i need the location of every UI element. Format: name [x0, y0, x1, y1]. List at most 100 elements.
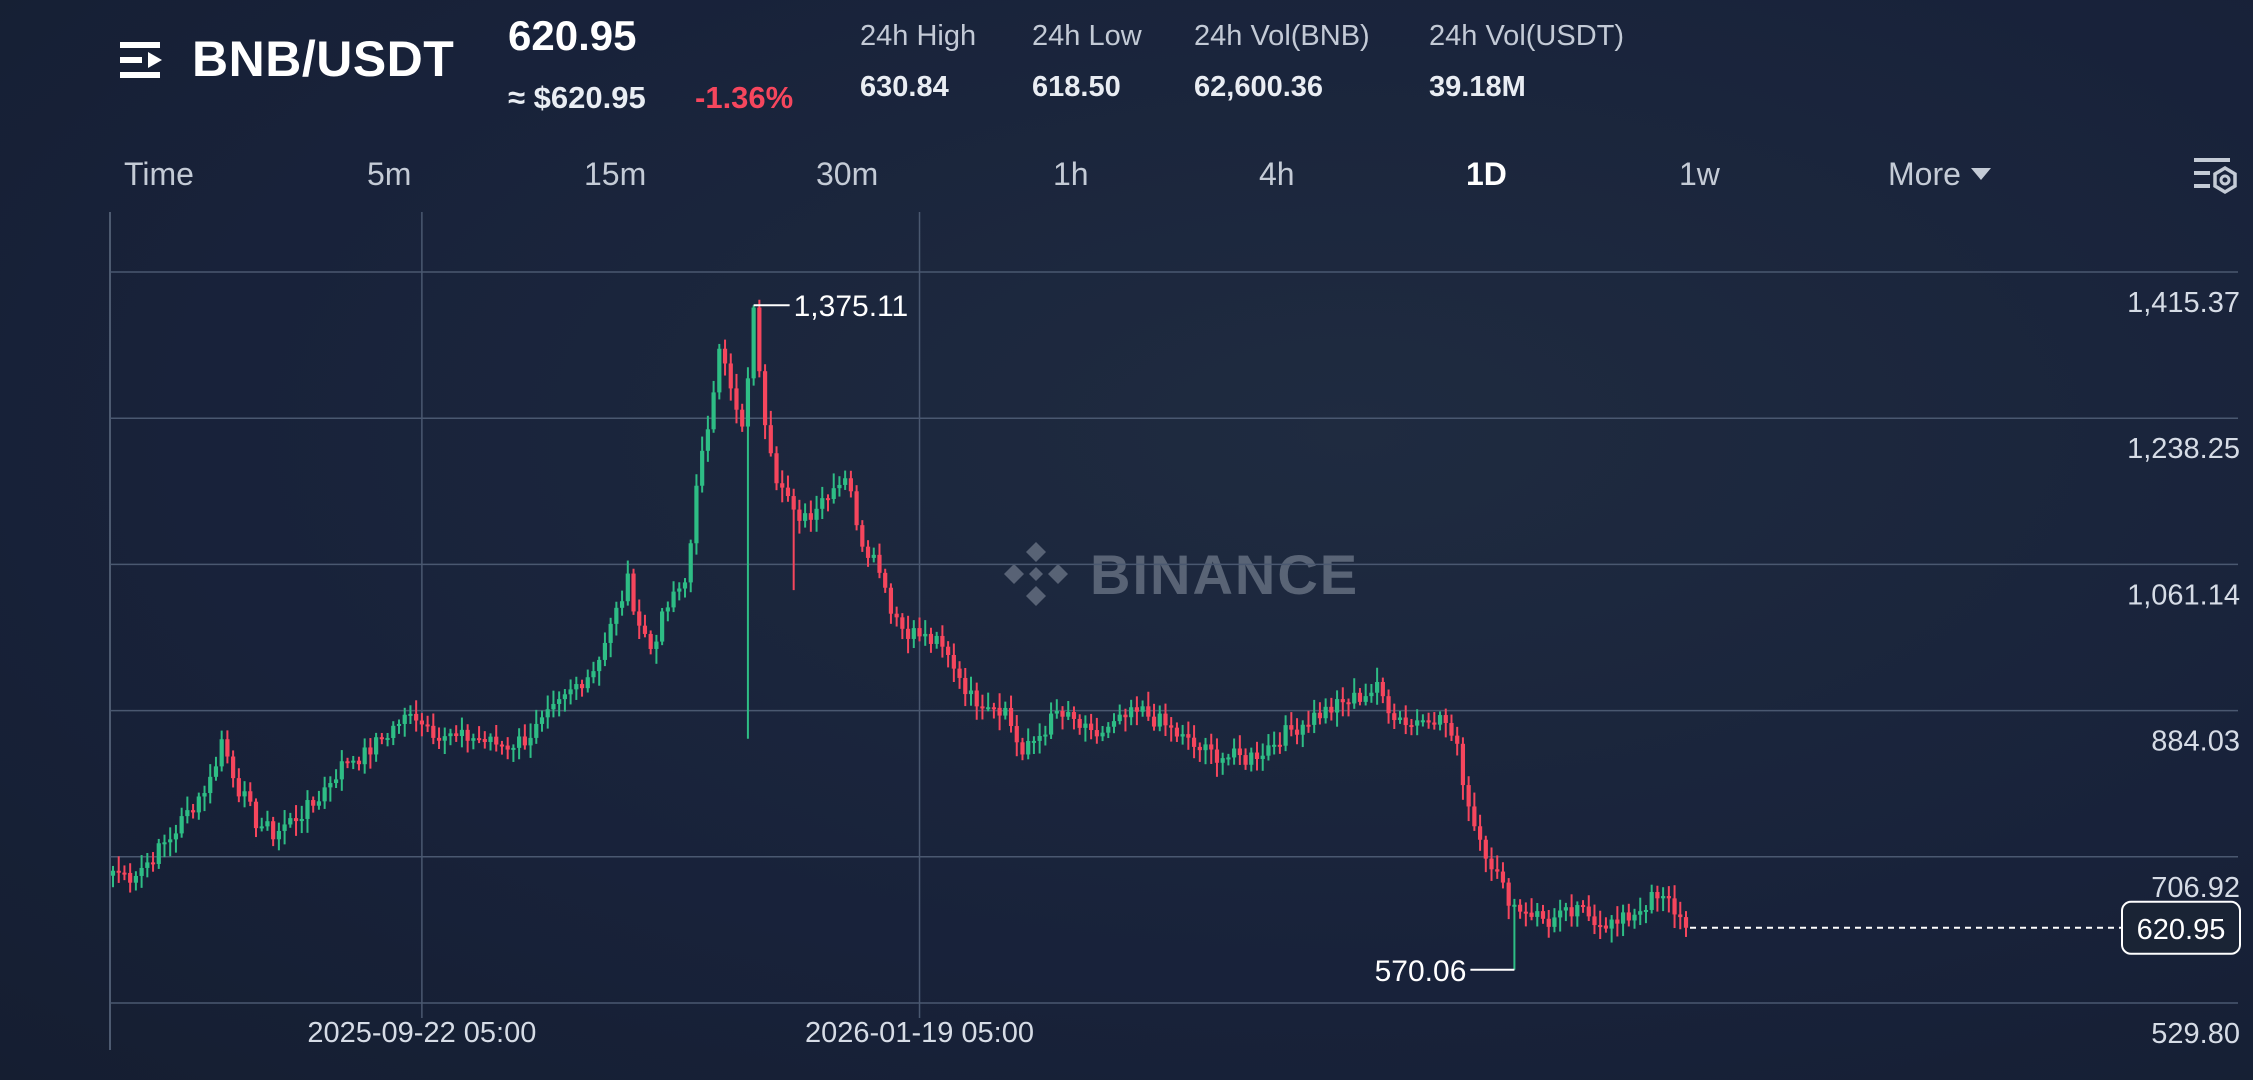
- stat-label: 24h Low: [1032, 20, 1142, 52]
- candle-body: [1403, 717, 1408, 726]
- candle-body: [1626, 912, 1631, 921]
- candle-body: [940, 635, 945, 647]
- candle-body: [665, 607, 670, 612]
- candle-body: [734, 388, 739, 410]
- tab-15m[interactable]: 15m: [584, 156, 647, 192]
- list-menu-icon[interactable]: [118, 38, 170, 82]
- candle-body: [694, 485, 699, 544]
- candle-body: [1632, 914, 1637, 921]
- candle-body: [762, 371, 768, 426]
- candle-body: [385, 737, 390, 740]
- candle-body: [145, 862, 150, 868]
- candle-body: [1111, 721, 1117, 727]
- candle-body: [843, 478, 848, 485]
- candle-body: [654, 641, 659, 649]
- candle-body: [986, 707, 991, 710]
- candle-body: [545, 709, 550, 718]
- candle-body: [1683, 917, 1689, 928]
- tab-4h[interactable]: 4h: [1259, 156, 1295, 192]
- candle-body: [957, 668, 962, 678]
- candle-body: [1066, 712, 1071, 717]
- candle-body: [1008, 707, 1014, 727]
- candle-body: [173, 833, 179, 840]
- candle-body: [1277, 744, 1282, 747]
- tab-more[interactable]: More: [1888, 156, 1991, 193]
- candle-body: [208, 776, 213, 794]
- candle-body: [825, 498, 831, 501]
- tab-1d[interactable]: 1D: [1466, 156, 1507, 192]
- candle-body: [1203, 744, 1208, 751]
- stat-24h-high: 24h High 630.84: [860, 20, 976, 104]
- candle-body: [282, 824, 287, 831]
- candle-body: [1569, 907, 1574, 917]
- tab-1w[interactable]: 1w: [1679, 156, 1720, 192]
- candle-body: [963, 677, 968, 695]
- tab-30m[interactable]: 30m: [816, 156, 879, 192]
- candle-body: [1249, 752, 1254, 765]
- tab-1h[interactable]: 1h: [1053, 156, 1089, 192]
- candle-body: [1483, 839, 1488, 859]
- candle-body: [408, 713, 413, 716]
- candle-body: [671, 591, 676, 608]
- candle-body: [293, 818, 299, 822]
- candle-body: [557, 699, 562, 704]
- candle-body: [1466, 785, 1471, 807]
- candle-body: [1140, 706, 1145, 712]
- candle-body: [379, 737, 384, 740]
- candle-body: [740, 409, 745, 427]
- candle-body: [271, 821, 276, 840]
- candle-body: [946, 646, 951, 655]
- candle-body: [196, 796, 201, 813]
- candle-body: [391, 725, 396, 738]
- candle-body: [150, 862, 156, 865]
- candle-body: [202, 793, 207, 797]
- candle-body: [1449, 722, 1454, 736]
- candle-body: [1317, 712, 1323, 719]
- candle-body: [905, 628, 911, 639]
- candle-body: [1575, 905, 1580, 917]
- pair-name[interactable]: BNB/USDT: [192, 31, 455, 87]
- stat-label: 24h Vol(USDT): [1429, 20, 1625, 52]
- candle-body: [219, 739, 224, 767]
- candle-body: [728, 363, 733, 389]
- candle-body: [1409, 725, 1414, 728]
- candle-body: [1598, 925, 1603, 928]
- candle-body: [751, 307, 756, 379]
- candle-body: [322, 787, 327, 802]
- tab-5m[interactable]: 5m: [367, 156, 412, 192]
- candle-body: [328, 783, 333, 788]
- candle-body: [1260, 755, 1265, 760]
- candle-body: [1169, 725, 1174, 728]
- stat-value: 630.84: [860, 71, 949, 103]
- candle-body: [568, 689, 573, 695]
- candle-body: [625, 573, 630, 602]
- candle-body: [1272, 744, 1277, 747]
- candle-body: [1134, 707, 1139, 712]
- candle-body: [1346, 702, 1351, 705]
- candle-body: [1386, 696, 1391, 714]
- candle-body: [757, 307, 762, 372]
- candle-body: [551, 703, 556, 710]
- chart-settings-icon[interactable]: [2190, 150, 2240, 198]
- candle-body: [1209, 744, 1214, 750]
- last-price-label: 620.95: [2137, 914, 2226, 946]
- candle-body: [1083, 723, 1088, 728]
- candle-body: [431, 725, 436, 738]
- candle-body: [1340, 699, 1345, 703]
- candle-body: [1071, 712, 1077, 719]
- candle-body: [1237, 748, 1242, 756]
- stat-24h-vol-quote: 24h Vol(USDT) 39.18M: [1429, 20, 1624, 104]
- candle-body: [1615, 919, 1620, 924]
- tab-time[interactable]: Time: [124, 156, 194, 192]
- candle-body: [1306, 724, 1311, 727]
- candle-body: [774, 453, 779, 484]
- candle-body: [602, 642, 608, 660]
- candle-body: [1580, 905, 1586, 908]
- caret-down-icon: [1970, 167, 1991, 180]
- candle-body: [1592, 916, 1597, 926]
- candle-body: [499, 744, 505, 747]
- candle-body: [791, 496, 796, 510]
- candle-body: [1151, 716, 1157, 727]
- candle-body: [1003, 707, 1008, 716]
